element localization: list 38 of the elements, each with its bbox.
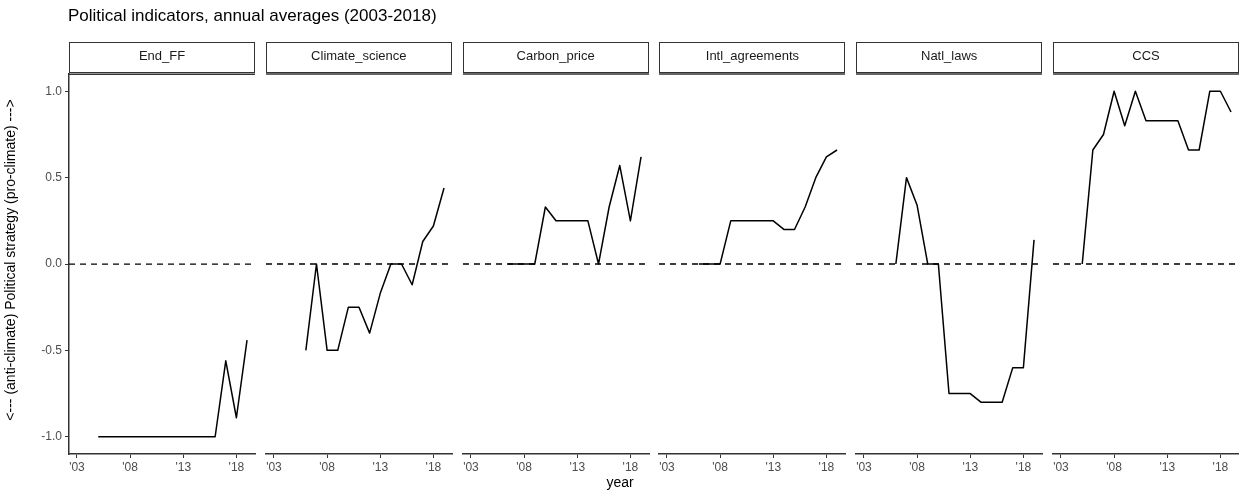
y-tick-label: 0.0	[45, 256, 63, 271]
x-tick-label: '03	[462, 459, 479, 474]
y-tick-label: -0.5	[41, 342, 63, 357]
x-tick-label: '13	[175, 459, 192, 474]
chart-subtitle: Climate_science	[265, 42, 452, 73]
chart-subtitle: End_FF	[69, 42, 255, 73]
x-tick-label: '18	[1212, 459, 1229, 474]
x-tick-label: '08	[909, 459, 926, 474]
x-tick-label: '18	[622, 459, 639, 474]
x-tick-label: '03	[265, 459, 282, 474]
y-tick-label: 0.5	[45, 170, 63, 185]
x-axis-title: year	[606, 474, 634, 490]
x-tick-label: '08	[515, 459, 532, 474]
x-tick-label: '03	[659, 459, 676, 474]
x-tick-label: '08	[319, 459, 336, 474]
x-tick-label: '13	[1159, 459, 1176, 474]
x-tick-label: '18	[1015, 459, 1032, 474]
x-tick-label: '08	[712, 459, 729, 474]
x-tick-label: '18	[818, 459, 835, 474]
x-tick-label: '08	[122, 459, 139, 474]
x-tick-label: '03	[69, 459, 86, 474]
x-tick-label: '18	[228, 459, 245, 474]
chart-subtitle: CCS	[1053, 42, 1239, 73]
chart-subtitle: Natl_laws	[856, 42, 1043, 73]
x-tick-label: '13	[569, 459, 585, 474]
y-tick-label: -1.0	[41, 429, 63, 444]
x-tick-label: '13	[372, 459, 389, 474]
chart-title: Political indicators, annual averages (2003-2018)	[68, 6, 437, 26]
x-tick-label: '03	[856, 459, 873, 474]
x-tick-label: '03	[1053, 459, 1070, 474]
x-tick-label: '13	[765, 459, 782, 474]
x-tick-label: '18	[425, 459, 442, 474]
chart-subtitle: Carbon_price	[462, 42, 649, 73]
x-tick-label: '13	[962, 459, 979, 474]
y-axis-title: <--- (anti-climate) Political strategy (pro-climate) --->	[2, 98, 18, 421]
chart-subtitle: Intl_agreements	[659, 42, 846, 73]
y-tick-label: 1.0	[45, 83, 63, 98]
x-tick-label: '08	[1106, 459, 1123, 474]
